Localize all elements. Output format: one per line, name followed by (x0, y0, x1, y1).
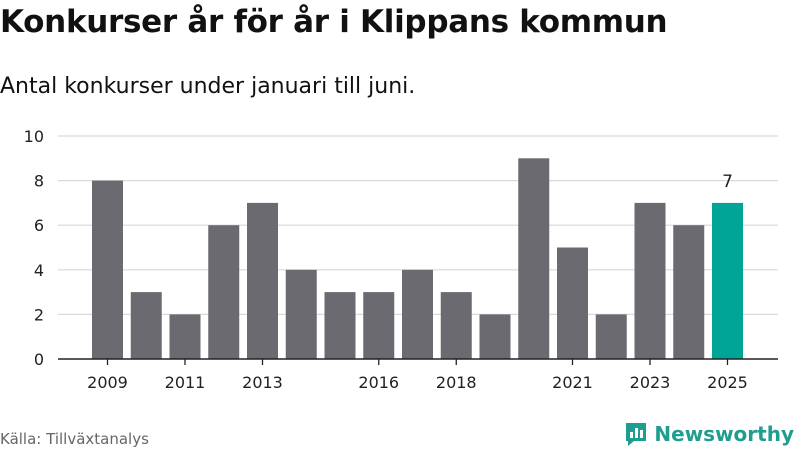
bar-2009 (92, 180, 123, 359)
source-note: Källa: Tillväxtanalys (0, 430, 149, 448)
x-tick-label: 2009 (87, 373, 128, 392)
y-tick-label: 4 (34, 261, 44, 280)
bar-2025 (712, 202, 743, 359)
bar-2010 (130, 292, 162, 359)
chart-title: Konkurser år för år i Klippans kommun (0, 4, 668, 40)
bar-2022 (595, 314, 627, 359)
bar-2016 (363, 292, 395, 359)
bar-2014 (285, 269, 317, 359)
y-tick-label: 6 (34, 216, 44, 235)
y-tick-label: 0 (34, 350, 44, 369)
y-axis-ticks: 0 2 4 6 8 10 (24, 127, 44, 369)
bar-2021 (557, 247, 588, 359)
bar-2024 (673, 225, 705, 359)
bar-2012 (208, 225, 240, 359)
bars (92, 158, 743, 359)
bar-2011 (169, 314, 201, 359)
data-labels: 7 (722, 172, 733, 192)
x-tick-label: 2016 (358, 373, 399, 392)
brand-name: Newsworthy (654, 422, 794, 446)
newsworthy-logo: Newsworthy (624, 421, 794, 447)
x-tick-label: 2011 (165, 373, 206, 392)
y-tick-label: 2 (34, 305, 44, 324)
x-axis-ticks: 2009 2011 2013 2016 2018 2021 2023 2025 (87, 359, 748, 392)
data-label-2025: 7 (722, 172, 733, 192)
bar-2017 (402, 269, 433, 359)
y-tick-label: 10 (24, 127, 44, 146)
bar-2023 (634, 202, 666, 359)
x-tick-label: 2025 (707, 373, 748, 392)
bar-2019 (479, 314, 511, 359)
bar-2013 (247, 202, 278, 359)
x-tick-label: 2013 (242, 373, 283, 392)
x-tick-label: 2023 (630, 373, 671, 392)
x-tick-label: 2021 (552, 373, 593, 392)
bar-2018 (440, 292, 472, 359)
newsworthy-logo-icon (626, 423, 647, 446)
chart-subtitle: Antal konkurser under januari till juni. (0, 74, 416, 99)
bar-2020 (518, 158, 550, 359)
bar-2015 (324, 292, 356, 359)
x-tick-label: 2018 (436, 373, 477, 392)
y-tick-label: 8 (34, 172, 44, 191)
